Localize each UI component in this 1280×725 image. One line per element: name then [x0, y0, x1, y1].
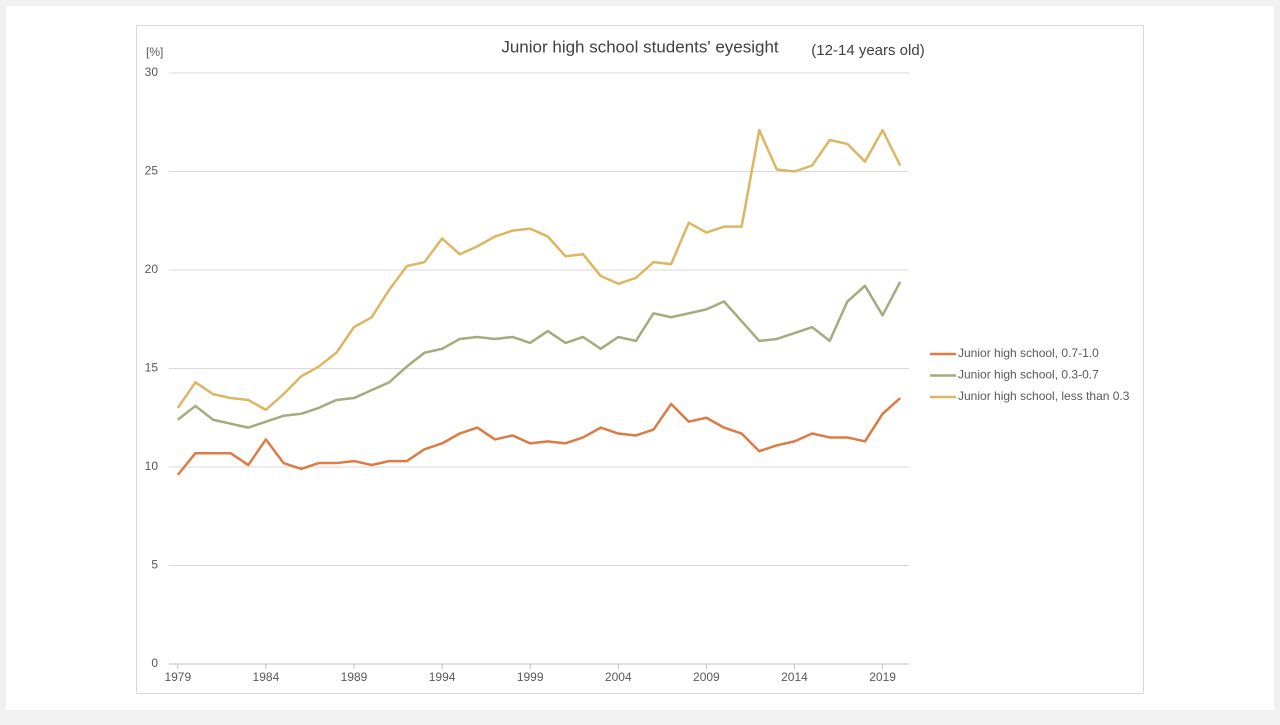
y-tick-label: 25: [145, 164, 159, 178]
data-line: [176, 397, 902, 476]
y-tick-label: 5: [151, 558, 158, 572]
x-tick-label: 2014: [781, 670, 808, 684]
chart-title: Junior high school students' eyesight: [501, 37, 779, 56]
x-tick-label: 1999: [517, 670, 544, 684]
y-axis-unit: [%]: [146, 45, 163, 59]
x-tick-label: 1989: [341, 670, 368, 684]
x-tick-label: 1984: [253, 670, 280, 684]
y-tick-label: 20: [145, 262, 159, 276]
x-tick-label: 2009: [693, 670, 720, 684]
x-tick-label: 1994: [429, 670, 456, 684]
data-line: [176, 128, 902, 412]
legend-label: Junior high school, 0.3-0.7: [958, 368, 1099, 382]
x-tick-label: 1979: [164, 670, 191, 684]
y-tick-label: 0: [151, 656, 158, 670]
x-tick-label: 2019: [869, 670, 896, 684]
y-tick-label: 15: [145, 361, 159, 375]
x-tick-label: 2004: [605, 670, 632, 684]
y-tick-label: 10: [145, 459, 159, 473]
chart-frame: [136, 25, 1144, 694]
chart-subtitle: (12-14 years old): [811, 42, 924, 59]
data-line: [177, 281, 902, 429]
legend-label: Junior high school, less than 0.3: [958, 389, 1130, 403]
y-tick-label: 30: [145, 65, 159, 79]
legend-label: Junior high school, 0.7-1.0: [958, 346, 1099, 360]
